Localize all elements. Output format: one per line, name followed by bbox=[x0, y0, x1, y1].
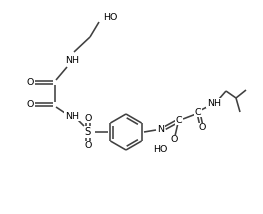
Text: O: O bbox=[26, 100, 34, 108]
Text: O: O bbox=[84, 113, 92, 122]
Text: O: O bbox=[26, 77, 34, 86]
Text: N: N bbox=[158, 125, 164, 135]
Text: HO: HO bbox=[103, 12, 117, 21]
Text: O: O bbox=[170, 135, 178, 144]
Text: S: S bbox=[85, 127, 91, 137]
Text: C: C bbox=[195, 107, 201, 116]
Text: O: O bbox=[198, 123, 206, 132]
Text: NH: NH bbox=[65, 111, 79, 120]
Text: NH: NH bbox=[207, 98, 221, 107]
Text: C: C bbox=[176, 116, 182, 125]
Text: O: O bbox=[84, 141, 92, 150]
Text: HO: HO bbox=[154, 146, 168, 155]
Text: NH: NH bbox=[65, 55, 79, 64]
